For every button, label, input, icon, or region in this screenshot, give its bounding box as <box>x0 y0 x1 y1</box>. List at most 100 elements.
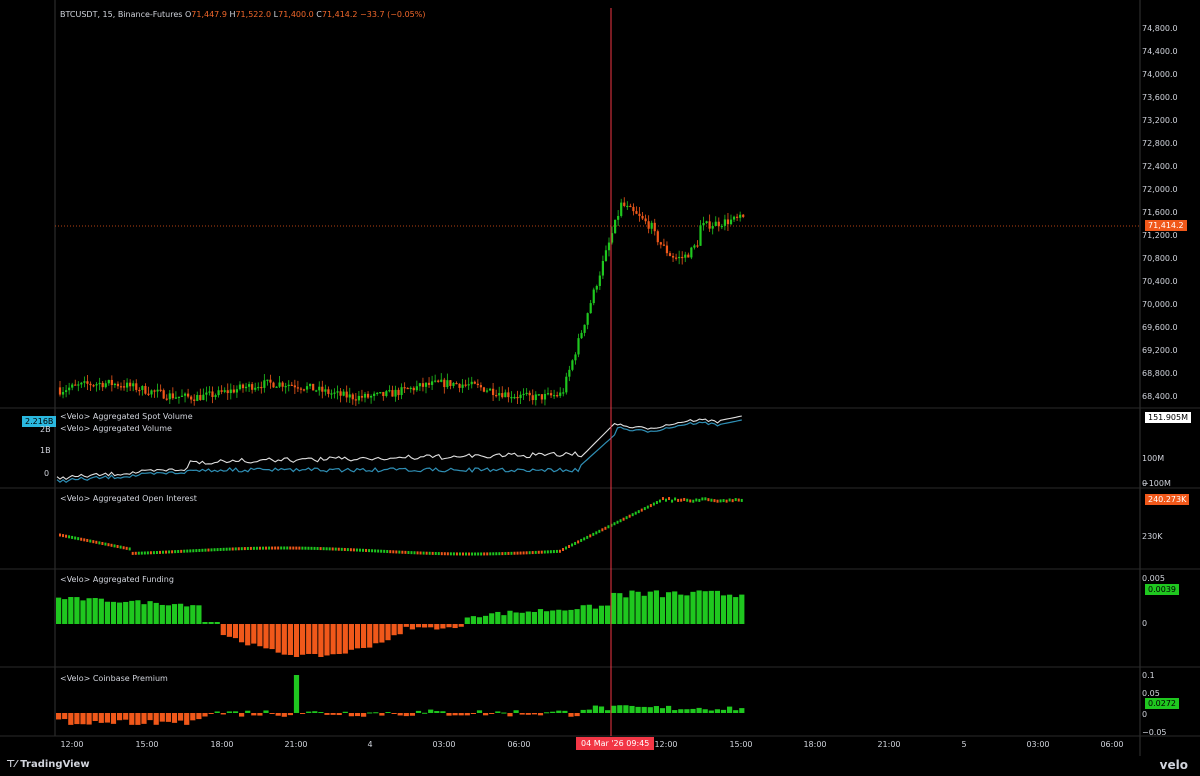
price-candle <box>388 390 391 392</box>
price-candle <box>516 396 519 399</box>
oi-candle <box>307 546 310 550</box>
oi-candle <box>313 546 316 550</box>
funding-bar <box>123 601 129 624</box>
price-candle <box>135 383 138 390</box>
change-value: −33.7 (−0.05%) <box>360 10 426 19</box>
funding-bar <box>153 602 159 624</box>
oi-candle <box>531 551 534 555</box>
price-candle <box>95 384 98 386</box>
price-candle <box>293 385 296 388</box>
price-candle <box>58 387 62 395</box>
oi-candle <box>661 497 664 501</box>
premium-bar <box>409 713 415 716</box>
oi-candle <box>392 550 395 554</box>
price-candle <box>223 390 226 392</box>
oi-candle <box>210 548 213 552</box>
premium-bar <box>141 713 147 724</box>
open-interest-candles <box>59 497 743 556</box>
price-candle <box>363 393 367 398</box>
oi-candle <box>407 551 410 555</box>
oi-candle <box>622 517 625 521</box>
oi-candle <box>440 552 443 556</box>
premium-bar <box>550 711 556 713</box>
premium-bar <box>239 713 245 717</box>
funding-bar <box>306 624 312 654</box>
open-value: 71,447.9 <box>191 10 227 19</box>
premium-bar <box>56 713 62 720</box>
price-candle <box>77 384 80 386</box>
oi-candle <box>298 546 301 550</box>
oi-candle <box>207 548 210 552</box>
price-candle <box>65 390 68 392</box>
price-candle <box>699 225 702 246</box>
oi-candle <box>680 498 683 502</box>
oi-candle <box>401 550 404 554</box>
oi-candle <box>486 552 489 556</box>
price-tick: 74,000.0 <box>1142 70 1178 79</box>
oi-candle <box>292 546 295 550</box>
price-candle <box>586 313 589 325</box>
price-candle <box>141 386 144 390</box>
oi-candle <box>358 548 361 552</box>
funding-bar <box>690 591 696 624</box>
funding-bar <box>415 624 422 628</box>
oi-candle <box>686 498 689 502</box>
price-candle <box>296 387 299 389</box>
oi-candle <box>449 552 452 556</box>
price-candle <box>391 390 394 397</box>
price-candle <box>571 360 574 370</box>
oi-candle <box>62 534 65 538</box>
premium-bar <box>232 711 239 713</box>
velo-logo[interactable]: velo <box>1159 758 1188 772</box>
funding-bar <box>428 624 434 628</box>
price-candle <box>583 324 586 333</box>
price-candle <box>464 384 467 386</box>
oi-candle <box>398 550 401 554</box>
premium-bar <box>306 711 312 713</box>
funding-bar <box>98 598 104 624</box>
oi-candle <box>362 548 364 552</box>
price-candle <box>610 233 614 243</box>
oi-candle <box>492 552 495 556</box>
oi-candle <box>68 535 71 539</box>
funding-bar <box>330 624 336 655</box>
funding-bar <box>165 605 171 624</box>
price-candle <box>101 382 104 388</box>
premium-bar <box>153 713 159 725</box>
oi-candle <box>89 539 92 543</box>
oi-candle <box>346 548 349 552</box>
price-candle <box>159 389 162 391</box>
price-candle <box>269 379 272 383</box>
oi-candle <box>428 551 431 555</box>
price-tick: 68,800.0 <box>1142 369 1178 378</box>
funding-bar <box>239 624 245 643</box>
funding-bar <box>647 591 653 624</box>
price-candle <box>324 389 327 392</box>
oi-candle <box>458 552 461 556</box>
oi-candle <box>565 546 568 550</box>
oi-candle <box>83 538 86 542</box>
oi-candle <box>322 547 325 551</box>
price-candle <box>373 393 376 396</box>
oi-candle <box>110 543 113 547</box>
funding-bar <box>525 611 531 624</box>
tradingview-logo[interactable]: ⊤⁄ TradingView <box>6 759 90 770</box>
premium-bar <box>74 713 80 725</box>
price-candle <box>412 387 415 391</box>
price-candle <box>458 383 461 388</box>
oi-candle <box>707 498 710 502</box>
oi-candle <box>525 551 528 555</box>
price-candle <box>708 221 711 229</box>
price-candle <box>629 205 632 208</box>
price-candle <box>199 395 202 400</box>
premium-bar <box>165 713 171 722</box>
price-candle <box>595 285 598 290</box>
symbol-title: BTCUSDT, 15, Binance-Futures <box>60 10 183 19</box>
oi-candle <box>95 540 98 544</box>
price-candle <box>644 218 647 222</box>
funding-bar <box>80 600 86 624</box>
premium-bar <box>269 713 275 714</box>
premium-bar <box>537 713 544 716</box>
oi-candle <box>162 550 165 554</box>
